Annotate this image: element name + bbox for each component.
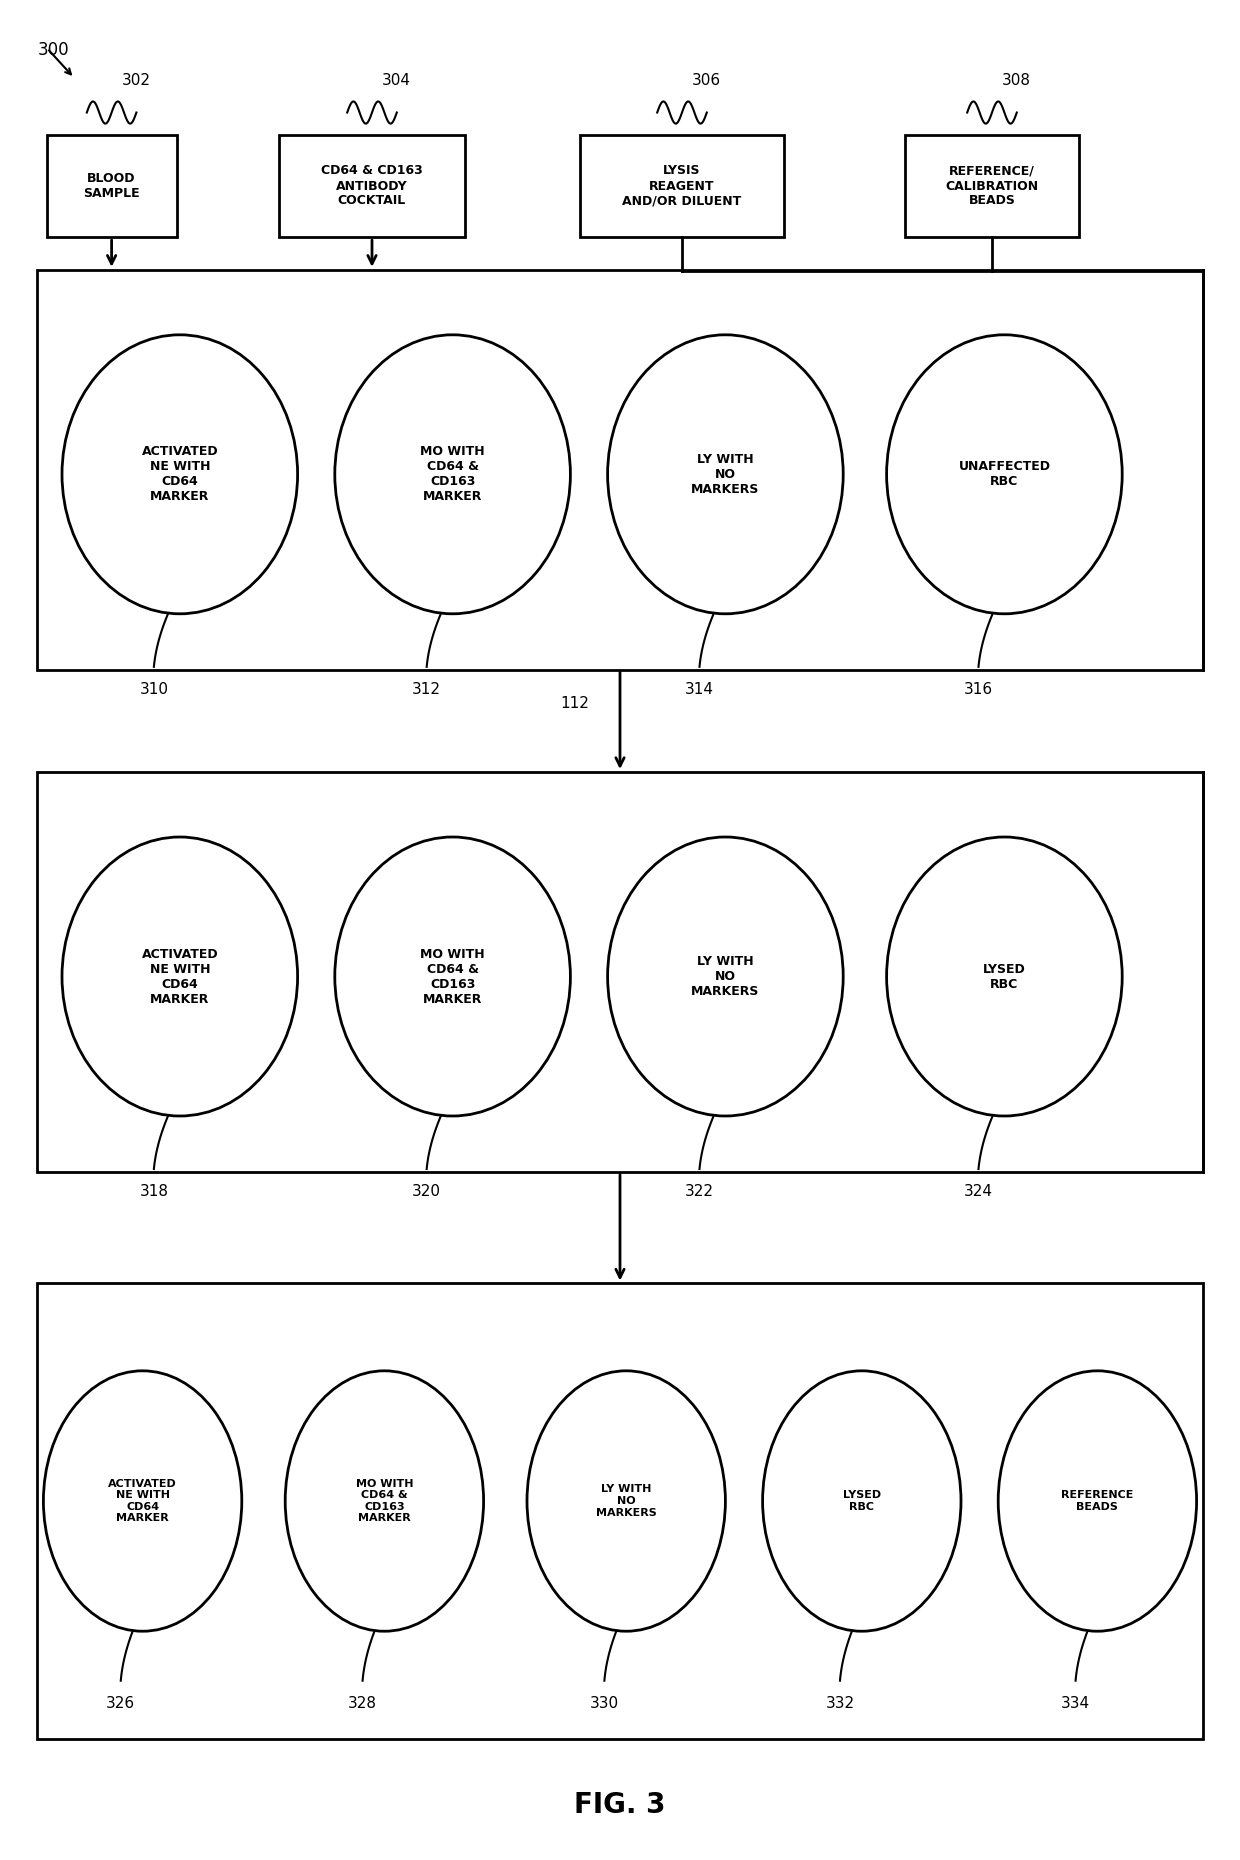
Text: FIG. 3: FIG. 3: [574, 1791, 666, 1819]
Text: LYSED
RBC: LYSED RBC: [983, 962, 1025, 991]
Text: REFERENCE/
CALIBRATION
BEADS: REFERENCE/ CALIBRATION BEADS: [945, 164, 1039, 208]
Text: 334: 334: [1061, 1696, 1090, 1711]
Ellipse shape: [887, 837, 1122, 1116]
Text: LYSIS
REAGENT
AND/OR DILUENT: LYSIS REAGENT AND/OR DILUENT: [622, 164, 742, 208]
Ellipse shape: [998, 1371, 1197, 1631]
Text: 314: 314: [684, 683, 714, 698]
Text: 322: 322: [684, 1185, 714, 1200]
Text: ACTIVATED
NE WITH
CD64
MARKER: ACTIVATED NE WITH CD64 MARKER: [108, 1479, 177, 1523]
Text: 324: 324: [963, 1185, 993, 1200]
Text: 332: 332: [826, 1696, 854, 1711]
Text: MO WITH
CD64 &
CD163
MARKER: MO WITH CD64 & CD163 MARKER: [356, 1479, 413, 1523]
Ellipse shape: [335, 335, 570, 614]
Text: 318: 318: [139, 1185, 169, 1200]
Text: 316: 316: [963, 683, 993, 698]
Text: LY WITH
NO
MARKERS: LY WITH NO MARKERS: [691, 954, 760, 999]
Text: ACTIVATED
NE WITH
CD64
MARKER: ACTIVATED NE WITH CD64 MARKER: [141, 445, 218, 504]
Ellipse shape: [527, 1371, 725, 1631]
Text: 310: 310: [139, 683, 169, 698]
Bar: [905, 134, 1079, 236]
Text: MO WITH
CD64 &
CD163
MARKER: MO WITH CD64 & CD163 MARKER: [420, 947, 485, 1006]
Text: 300: 300: [37, 41, 69, 60]
Text: 306: 306: [692, 73, 720, 87]
Text: 312: 312: [412, 683, 441, 698]
Bar: [580, 134, 785, 236]
Ellipse shape: [285, 1371, 484, 1631]
Text: 112: 112: [560, 696, 589, 712]
Bar: [47, 134, 176, 236]
Text: 304: 304: [382, 73, 410, 87]
Text: 308: 308: [1002, 73, 1030, 87]
Text: 320: 320: [412, 1185, 441, 1200]
Bar: [37, 1283, 1203, 1739]
Bar: [279, 134, 465, 236]
Text: LY WITH
NO
MARKERS: LY WITH NO MARKERS: [691, 452, 760, 497]
Text: ACTIVATED
NE WITH
CD64
MARKER: ACTIVATED NE WITH CD64 MARKER: [141, 947, 218, 1006]
Text: 328: 328: [348, 1696, 377, 1711]
Ellipse shape: [608, 335, 843, 614]
Text: MO WITH
CD64 &
CD163
MARKER: MO WITH CD64 & CD163 MARKER: [420, 445, 485, 504]
Text: 302: 302: [122, 73, 150, 87]
Text: 326: 326: [107, 1696, 135, 1711]
Text: REFERENCE
BEADS: REFERENCE BEADS: [1061, 1490, 1133, 1512]
Ellipse shape: [608, 837, 843, 1116]
Text: 330: 330: [590, 1696, 619, 1711]
Ellipse shape: [43, 1371, 242, 1631]
Text: UNAFFECTED
RBC: UNAFFECTED RBC: [959, 459, 1050, 489]
Text: LY WITH
NO
MARKERS: LY WITH NO MARKERS: [596, 1484, 656, 1518]
Ellipse shape: [335, 837, 570, 1116]
Bar: [37, 270, 1203, 670]
Ellipse shape: [62, 837, 298, 1116]
Text: BLOOD
SAMPLE: BLOOD SAMPLE: [83, 171, 140, 201]
Bar: [37, 772, 1203, 1172]
Text: LYSED
RBC: LYSED RBC: [843, 1490, 880, 1512]
Text: CD64 & CD163
ANTIBODY
COCKTAIL: CD64 & CD163 ANTIBODY COCKTAIL: [321, 164, 423, 208]
Ellipse shape: [887, 335, 1122, 614]
Ellipse shape: [763, 1371, 961, 1631]
Ellipse shape: [62, 335, 298, 614]
